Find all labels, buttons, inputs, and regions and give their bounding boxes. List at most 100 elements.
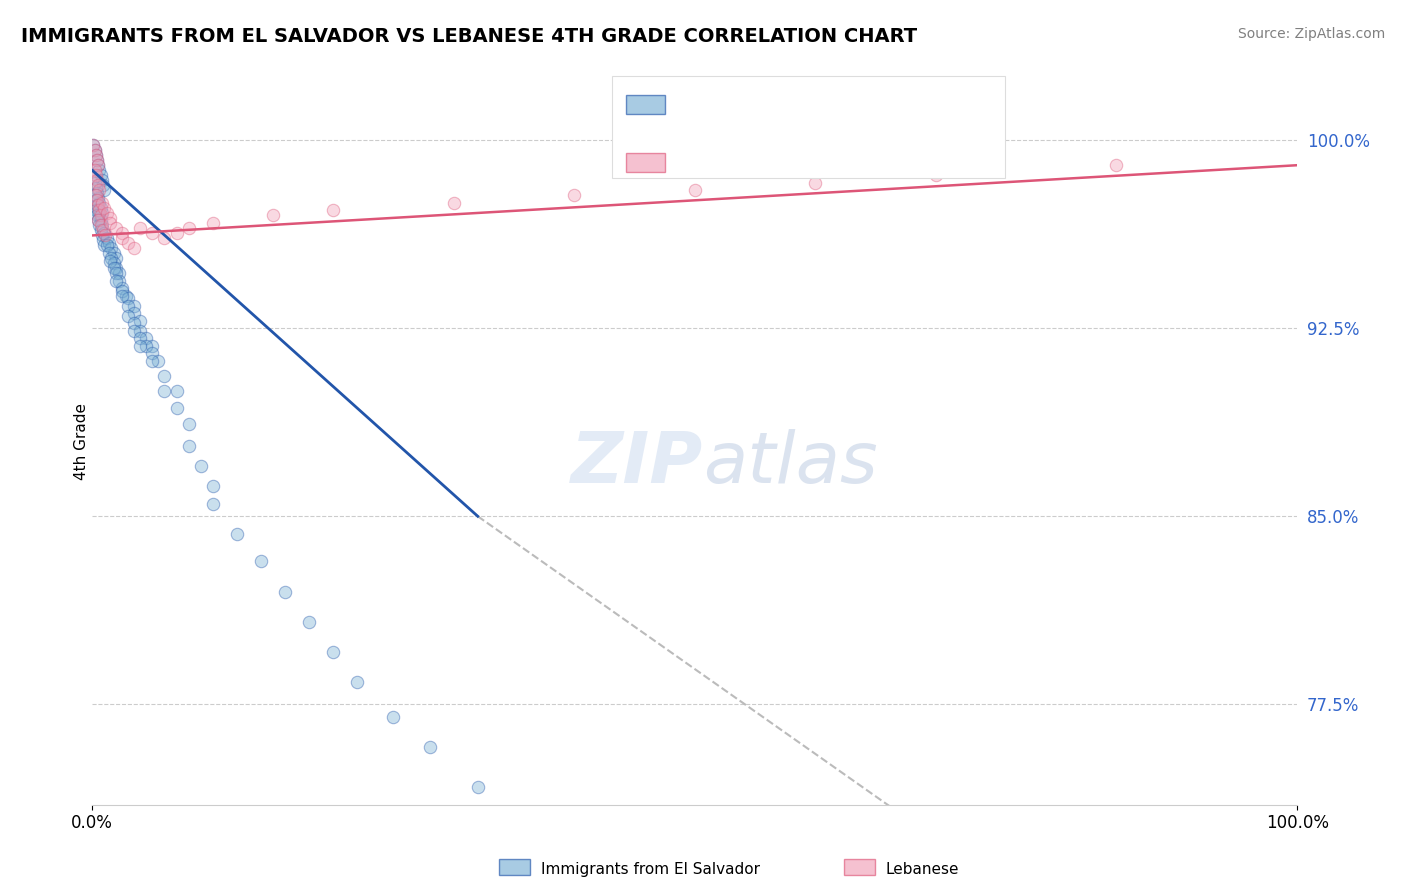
Point	[86, 153, 108, 168]
Point	[124, 299, 146, 313]
Point	[124, 316, 146, 330]
Point	[346, 674, 368, 689]
Point	[201, 216, 224, 230]
Point	[93, 183, 115, 197]
Point	[166, 384, 188, 398]
Point	[924, 168, 946, 182]
Point	[98, 211, 121, 225]
Point	[96, 231, 118, 245]
Point	[129, 324, 152, 338]
Point	[87, 158, 110, 172]
Point	[148, 353, 170, 368]
Point	[177, 417, 200, 431]
Point	[129, 339, 152, 353]
Point	[103, 246, 125, 260]
Point	[103, 260, 125, 275]
Point	[124, 241, 146, 255]
Point	[153, 368, 176, 383]
Point	[177, 439, 200, 453]
Point	[93, 238, 115, 252]
Point	[84, 181, 107, 195]
Point	[117, 299, 139, 313]
Point	[683, 183, 706, 197]
Point	[87, 198, 110, 212]
Point	[90, 201, 112, 215]
Point	[129, 220, 152, 235]
Point	[115, 288, 138, 302]
Point	[103, 256, 125, 270]
Text: N =: N =	[800, 153, 844, 172]
Point	[111, 231, 134, 245]
Point	[382, 710, 405, 724]
Point	[250, 554, 273, 568]
Point	[84, 168, 107, 182]
Point	[111, 288, 134, 302]
Point	[90, 213, 112, 227]
Point	[82, 138, 104, 153]
Point	[111, 281, 134, 295]
Point	[86, 186, 108, 200]
Point	[111, 284, 134, 298]
Point	[86, 153, 108, 168]
Point	[87, 158, 110, 172]
Point	[87, 213, 110, 227]
Text: R =: R =	[676, 153, 718, 172]
Point	[90, 223, 112, 237]
Point	[98, 235, 121, 250]
Point	[100, 251, 122, 265]
Point	[100, 241, 122, 255]
Point	[84, 188, 107, 202]
Point	[82, 138, 104, 153]
Point	[90, 195, 112, 210]
Point	[201, 497, 224, 511]
Point	[153, 384, 176, 398]
Point	[94, 228, 117, 243]
Point	[419, 739, 441, 754]
Text: IMMIGRANTS FROM EL SALVADOR VS LEBANESE 4TH GRADE CORRELATION CHART: IMMIGRANTS FROM EL SALVADOR VS LEBANESE …	[21, 27, 917, 45]
Point	[135, 331, 157, 345]
Point	[262, 208, 284, 222]
Point	[83, 188, 105, 202]
Text: Immigrants from El Salvador: Immigrants from El Salvador	[541, 863, 761, 877]
Point	[105, 266, 128, 280]
Point	[89, 195, 111, 210]
Point	[225, 526, 247, 541]
Point	[90, 219, 112, 233]
Point	[86, 198, 108, 212]
Point	[90, 168, 112, 182]
Point	[177, 220, 200, 235]
Point	[141, 346, 163, 360]
Point	[89, 219, 111, 233]
Point	[91, 223, 114, 237]
Point	[117, 309, 139, 323]
Point	[443, 195, 465, 210]
Point	[83, 176, 105, 190]
Point	[90, 206, 112, 220]
Point	[98, 246, 121, 260]
Point	[90, 173, 112, 187]
Point	[141, 339, 163, 353]
Point	[87, 213, 110, 227]
Text: Source: ZipAtlas.com: Source: ZipAtlas.com	[1237, 27, 1385, 41]
Text: Lebanese: Lebanese	[886, 863, 959, 877]
Point	[105, 260, 128, 275]
Point	[166, 401, 188, 416]
Point	[274, 584, 297, 599]
Point	[141, 353, 163, 368]
Point	[141, 226, 163, 240]
Point	[190, 459, 212, 474]
Point	[562, 188, 585, 202]
Point	[124, 324, 146, 338]
Point	[86, 208, 108, 222]
Point	[105, 274, 128, 288]
Point	[201, 479, 224, 493]
Point	[93, 201, 115, 215]
Point	[96, 206, 118, 220]
Point	[105, 220, 128, 235]
Point	[89, 208, 111, 222]
Point	[84, 203, 107, 218]
Point	[98, 216, 121, 230]
Point	[84, 148, 107, 162]
Point	[83, 163, 105, 178]
Point	[129, 331, 152, 345]
